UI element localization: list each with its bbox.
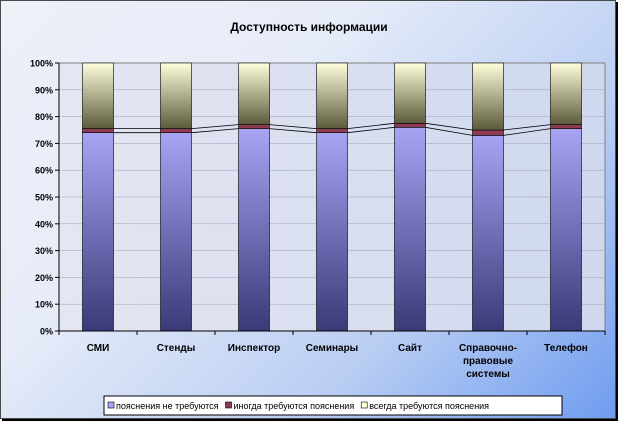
x-tick-label: СМИ [87,343,110,354]
chart-title: Доступность информации [230,20,387,34]
legend-swatch-series-0 [107,401,115,409]
bar-segment-series-0 [472,135,504,332]
bar-segment-series-1 [160,128,192,133]
bar-segment-series-0 [82,132,114,332]
series-line [425,122,473,131]
x-tick-label: Справочно-правовые системы [459,343,517,380]
series-lines [113,122,551,136]
y-tick-label: 90% [35,85,53,95]
y-axis: 0% 10% 20% 30% 40% 50% 60% 70% 80% 90% 100% [30,59,60,337]
bar-segment-series-2 [238,62,270,125]
bar-segment-series-0 [160,132,192,332]
series-line [347,122,395,130]
series-line [269,124,317,130]
series-line [503,128,551,136]
bar-segment-series-0 [550,128,582,332]
bar-segment-series-1 [82,128,114,133]
series-line [347,126,395,134]
x-tick-label: Инспектор [228,343,280,354]
y-tick-label: 40% [35,219,53,229]
series-line [191,124,239,130]
bar-segment-series-1 [394,123,426,128]
y-tick-label: 20% [35,273,53,283]
y-tick-label: 50% [35,193,53,203]
y-tick-label: 100% [30,59,53,69]
series-line [269,128,317,134]
x-tick-label: Стенды [157,343,196,354]
bar-segment-series-0 [316,132,348,332]
y-tick-label: 70% [35,139,53,149]
series-line [425,126,473,136]
series-line [503,124,551,131]
bar-segment-series-2 [82,62,114,129]
bar-segment-series-2 [394,62,426,124]
y-tick-label: 10% [35,300,53,310]
legend-label-series-2: всегда требуются пояснения [369,401,489,411]
bar-segment-series-2 [160,62,192,129]
bar-segment-series-1 [472,129,504,136]
bar-segment-series-1 [238,124,270,129]
bar-segment-series-1 [550,124,582,129]
bar-segment-series-2 [550,62,582,125]
x-axis: СМИ Стенды Инспектор Семинары Сайт Справочно-… [58,330,606,380]
bar-segment-series-1 [316,128,348,133]
series-line [191,128,239,134]
x-tick-label: Телефон [544,342,588,354]
x-tick-label: Семинары [306,343,358,354]
bar-segment-series-2 [472,62,504,131]
y-tick-label: 60% [35,166,53,176]
legend: пояснения не требуются иногда требуются п… [103,395,563,416]
bar-segment-series-0 [394,127,426,332]
y-tick-label: 80% [35,112,53,122]
bars [82,62,582,332]
x-tick-label: Сайт [398,343,422,354]
legend-label-series-1: иногда требуются пояснения [234,401,355,411]
bar-segment-series-0 [238,128,270,332]
legend-label-series-0: пояснения не требуются [116,401,219,411]
legend-swatch-series-2 [360,401,368,409]
legend-swatch-series-1 [225,401,232,409]
bar-segment-series-2 [316,62,348,129]
legend-box [103,395,563,416]
y-tick-label: 30% [35,246,53,256]
y-tick-label: 0% [40,327,53,337]
